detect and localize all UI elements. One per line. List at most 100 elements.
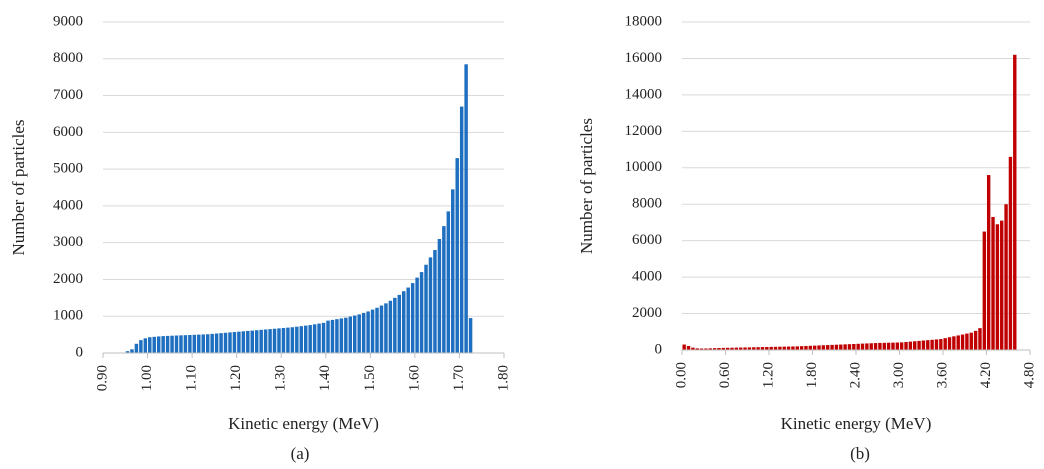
bar <box>370 309 375 353</box>
x-tick-label: 1.60 <box>406 365 422 391</box>
bar <box>321 322 326 353</box>
x-tick-label: 1.50 <box>362 365 378 391</box>
bar <box>419 272 424 353</box>
bar <box>752 347 756 350</box>
bar <box>826 345 830 350</box>
y-axis-label: Number of particles <box>577 118 596 254</box>
bar <box>459 106 464 353</box>
bar <box>986 175 991 350</box>
bar <box>765 346 769 350</box>
bar <box>437 238 442 353</box>
bar <box>156 336 161 353</box>
bar <box>799 346 804 350</box>
bar <box>179 335 183 353</box>
bar <box>886 342 891 350</box>
x-tick-label: 0.60 <box>717 362 733 388</box>
bar <box>686 345 691 350</box>
bar <box>286 327 290 353</box>
x-tick-label: 0.90 <box>94 365 110 391</box>
bar <box>214 333 219 353</box>
bar <box>170 335 174 353</box>
bar <box>943 338 947 350</box>
y-tick-label: 7000 <box>53 87 83 103</box>
y-tick-label: 8000 <box>53 50 83 66</box>
y-tick-label: 6000 <box>53 124 83 140</box>
bar <box>393 297 397 353</box>
bar <box>312 324 317 353</box>
y-tick-label: 4000 <box>632 269 662 285</box>
bar <box>821 345 826 350</box>
bar <box>769 346 773 350</box>
bar <box>464 64 468 354</box>
bar <box>397 294 402 353</box>
bar <box>254 330 259 353</box>
y-tick-label: 5000 <box>53 161 83 177</box>
bar <box>904 341 908 350</box>
bar <box>277 328 281 353</box>
bar <box>455 158 459 353</box>
y-tick-label: 3000 <box>53 234 83 250</box>
bar <box>161 336 165 353</box>
y-tick-label: 1000 <box>53 308 83 324</box>
bar <box>991 216 995 350</box>
bar <box>852 343 856 350</box>
y-tick-label: 9000 <box>53 13 83 29</box>
bar <box>869 343 873 350</box>
x-tick-label: 4.20 <box>978 362 994 388</box>
bar <box>330 319 335 353</box>
bar <box>952 336 956 350</box>
bar <box>366 311 370 353</box>
bar <box>760 347 765 350</box>
bar <box>295 326 299 353</box>
bar <box>734 347 739 350</box>
bar <box>804 345 808 350</box>
bar <box>926 340 930 350</box>
bar <box>721 347 726 350</box>
bar <box>468 318 473 353</box>
bar <box>856 343 860 350</box>
bar <box>782 346 786 350</box>
bar <box>778 346 782 350</box>
x-axis-label: Kinetic energy (MeV) <box>228 414 379 433</box>
bar <box>205 334 210 353</box>
bar <box>228 332 232 353</box>
x-tick-label: 1.00 <box>139 365 155 391</box>
bar <box>410 283 415 353</box>
bar <box>786 346 791 350</box>
caption: (b) <box>850 444 870 463</box>
bar <box>691 347 695 350</box>
bar <box>978 328 982 350</box>
bar <box>165 335 170 353</box>
bar <box>965 333 969 350</box>
bar <box>969 332 973 350</box>
x-tick-label: 1.30 <box>273 365 289 391</box>
bar <box>442 226 446 353</box>
bar <box>281 327 286 353</box>
bar <box>348 316 353 353</box>
bar <box>353 315 357 353</box>
bar <box>148 337 152 353</box>
bar <box>197 334 201 353</box>
bar <box>246 330 250 353</box>
x-tick-label: 0.00 <box>673 362 689 388</box>
x-tick-label: 2.40 <box>847 362 863 388</box>
bar <box>860 343 865 350</box>
bar <box>308 325 312 353</box>
bar <box>406 287 410 353</box>
bar <box>921 340 926 350</box>
y-axis-label: Number of particles <box>9 120 28 256</box>
bar <box>839 344 843 350</box>
bar <box>134 343 139 353</box>
bar <box>1013 54 1017 351</box>
bar <box>268 329 272 353</box>
x-tick-label: 1.80 <box>495 365 511 391</box>
bar <box>747 347 752 350</box>
bar <box>791 346 795 350</box>
bar <box>125 351 130 353</box>
bar <box>695 348 699 350</box>
bar <box>384 303 388 353</box>
bar <box>433 250 437 353</box>
bar <box>232 332 237 353</box>
bar <box>973 330 978 350</box>
bar <box>908 341 913 350</box>
